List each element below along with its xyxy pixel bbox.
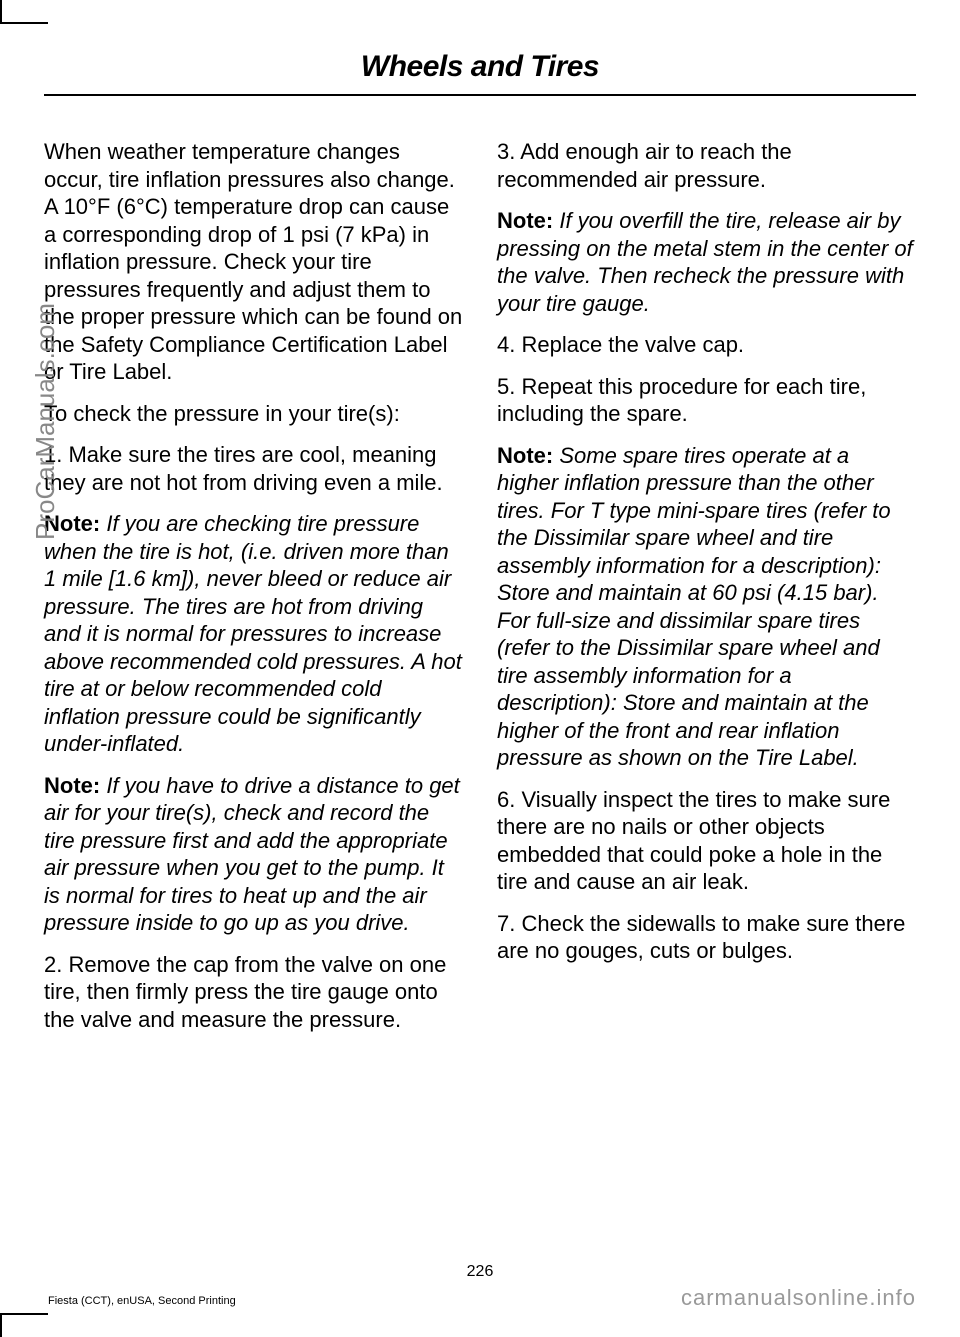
note-label: Note: [497, 208, 553, 233]
body-text: 3. Add enough air to reach the recommend… [497, 138, 916, 193]
note-text: If you have to drive a distance to get a… [44, 773, 460, 936]
note-paragraph: Note: Some spare tires operate at a high… [497, 442, 916, 772]
footer-left-text: Fiesta (CCT), enUSA, Second Printing [48, 1295, 236, 1307]
body-text: To check the pressure in your tire(s): [44, 400, 463, 428]
watermark-text: ProCarManuals.com [30, 303, 61, 540]
page-corner-bottom [0, 1313, 48, 1337]
body-text: 1. Make sure the tires are cool, meaning… [44, 441, 463, 496]
body-text: 7. Check the sidewalls to make sure ther… [497, 910, 916, 965]
left-column: When weather temperature changes occur, … [44, 138, 463, 1047]
note-text: Some spare tires operate at a higher inf… [497, 443, 891, 771]
note-paragraph: Note: If you are checking tire pressure … [44, 510, 463, 758]
body-text: 6. Visually inspect the tires to make su… [497, 786, 916, 896]
note-label: Note: [44, 773, 100, 798]
body-text: When weather temperature changes occur, … [44, 138, 463, 386]
page-title: Wheels and Tires [44, 50, 916, 96]
body-text: 4. Replace the valve cap. [497, 331, 916, 359]
page-corner-top [0, 0, 48, 24]
note-text: If you overfill the tire, release air by… [497, 208, 913, 316]
note-paragraph: Note: If you have to drive a distance to… [44, 772, 463, 937]
body-text: 5. Repeat this procedure for each tire, … [497, 373, 916, 428]
note-text: If you are checking tire pressure when t… [44, 511, 462, 756]
right-column: 3. Add enough air to reach the recommend… [497, 138, 916, 1047]
note-paragraph: Note: If you overfill the tire, release … [497, 207, 916, 317]
note-label: Note: [497, 443, 553, 468]
body-text: 2. Remove the cap from the valve on one … [44, 951, 463, 1034]
footer-right-text: carmanualsonline.info [681, 1285, 916, 1311]
content-columns: When weather temperature changes occur, … [44, 138, 916, 1047]
page-number: 226 [467, 1263, 494, 1281]
